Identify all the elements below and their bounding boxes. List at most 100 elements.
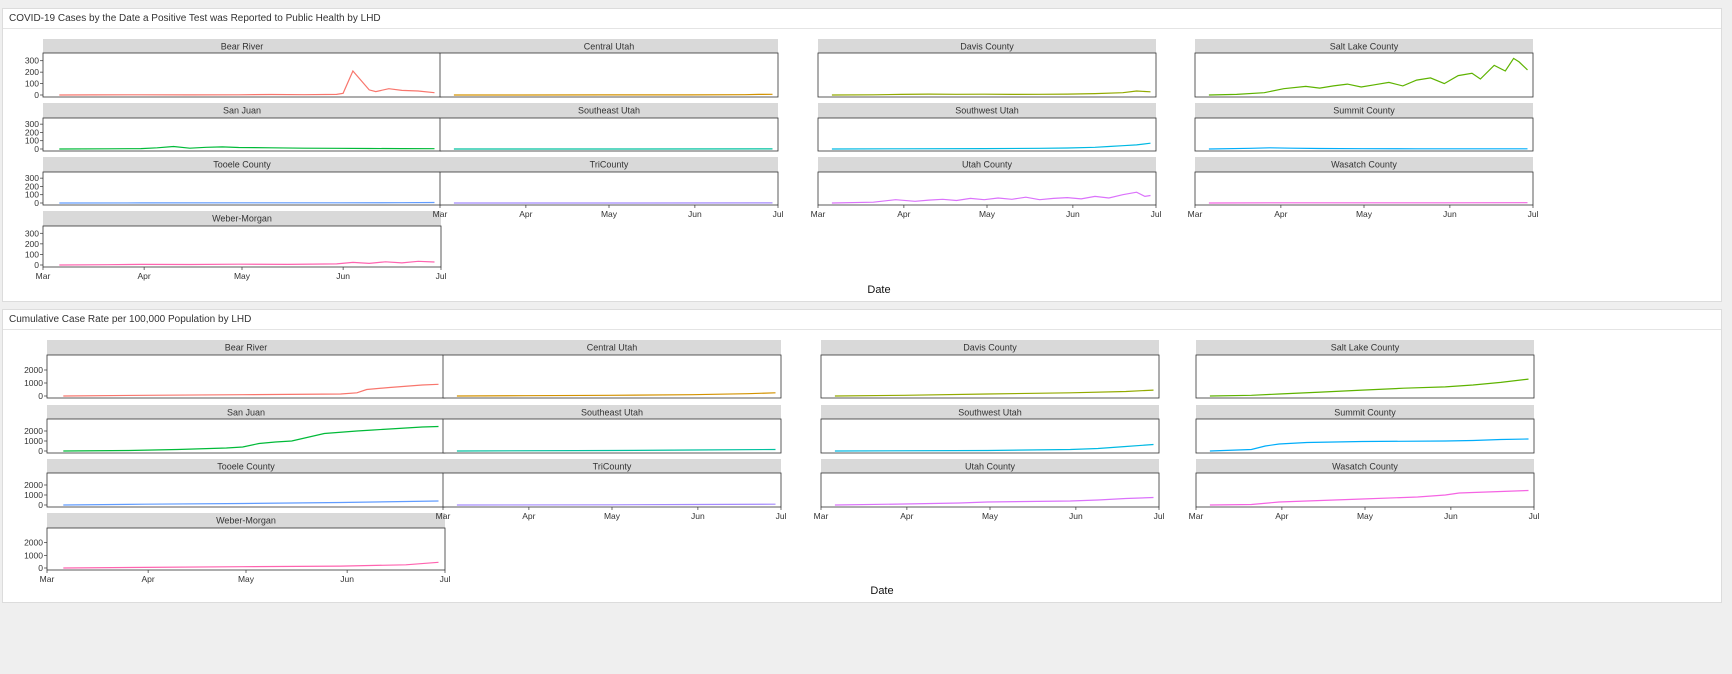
facet-strip: [1196, 459, 1534, 473]
x-tick-label: Jun: [691, 511, 705, 521]
facet-utah-county: Utah County: [817, 157, 1157, 206]
facet-panel: [1195, 472, 1535, 508]
facet-utah-county: Utah County: [820, 459, 1160, 508]
facet-panel: [442, 354, 782, 399]
facet-panel: [439, 52, 779, 98]
y-tick-label: 100: [25, 136, 39, 146]
facet-label: Central Utah: [587, 343, 638, 353]
facet-strip: [47, 405, 445, 419]
x-tick-label: Jul: [776, 511, 787, 521]
series-line-salt-lake-county: [1209, 378, 1529, 397]
y-tick-label: 200: [25, 127, 39, 137]
y-tick-label: 300: [25, 173, 39, 183]
x-tick-label: Apr: [522, 511, 535, 521]
facet-label: TriCounty: [593, 462, 632, 472]
facet-panel: [46, 527, 446, 571]
facet-strip: [1195, 157, 1533, 172]
x-tick-label: May: [1357, 511, 1374, 521]
x-tick-label: May: [982, 511, 999, 521]
x-tick-label: Apr: [1275, 511, 1288, 521]
y-tick-label: 200: [25, 239, 39, 249]
facet-panel: [1194, 171, 1534, 206]
facet-strip: [440, 103, 778, 118]
y-tick-label: 1000: [24, 378, 43, 388]
series-line-bear-river: [63, 383, 439, 397]
daily-cases-panel: COVID-19 Cases by the Date a Positive Te…: [2, 8, 1722, 302]
daily-cases-panel-title: COVID-19 Cases by the Date a Positive Te…: [9, 13, 381, 24]
facet-label: Weber-Morgan: [212, 214, 272, 224]
facet-panel: [1195, 354, 1535, 399]
series-line-san-juan: [63, 425, 439, 452]
facet-strip: [47, 459, 445, 473]
x-tick-label: Jul: [440, 574, 451, 584]
facet-panel: [817, 171, 1157, 206]
facet-panel: [1194, 52, 1534, 98]
y-tick-label: 200: [25, 67, 39, 77]
x-tick-label: Apr: [142, 574, 155, 584]
facet-davis-county: Davis County: [817, 39, 1157, 98]
x-axis-title: Date: [870, 585, 893, 597]
x-tick-label: Mar: [436, 511, 451, 521]
series-line-wasatch-county: [1209, 489, 1529, 506]
x-tick-label: Mar: [1189, 511, 1204, 521]
facet-label: Summit County: [1333, 106, 1395, 116]
x-tick-label: Jul: [1154, 511, 1165, 521]
y-tick-label: 100: [25, 190, 39, 200]
series-line-southwest-utah: [831, 142, 1151, 150]
x-tick-label: May: [979, 209, 996, 219]
facet-label: Salt Lake County: [1331, 343, 1400, 353]
x-axis-col-1: Mar Apr May Jun Jul: [436, 507, 787, 521]
facet-southwest-utah: Southwest Utah: [817, 103, 1157, 152]
y-tick-label: 100: [25, 79, 39, 89]
x-tick-label: May: [601, 209, 618, 219]
facet-panel: [439, 171, 779, 206]
x-tick-label: May: [604, 511, 621, 521]
facet-panel: [42, 171, 442, 206]
y-tick-label: 0: [34, 144, 39, 154]
facet-davis-county: Davis County: [820, 340, 1160, 399]
facet-strip: [43, 39, 441, 53]
panel-divider: [3, 329, 1721, 330]
y-tick-label: 300: [25, 228, 39, 238]
x-tick-label: Jul: [436, 271, 447, 281]
series-line-central-utah: [456, 392, 776, 397]
cumulative-rate-panel: Cumulative Case Rate per 100,000 Populat…: [2, 309, 1722, 603]
series-line-bear-river: [59, 69, 435, 96]
y-tick-label: 0: [38, 446, 43, 456]
series-line-tooele-county: [63, 500, 439, 506]
facet-strip: [818, 103, 1156, 118]
facet-panel: [817, 117, 1157, 152]
x-tick-label: Apr: [897, 209, 910, 219]
facet-label: San Juan: [227, 408, 265, 418]
facet-label: Davis County: [960, 42, 1014, 52]
facet-strip: [440, 157, 778, 172]
x-tick-label: Apr: [1274, 209, 1287, 219]
x-tick-label: Mar: [433, 209, 448, 219]
facet-panel: [1194, 117, 1534, 152]
x-tick-label: Jul: [1529, 511, 1540, 521]
x-axis-col-2: Mar Apr May Jun Jul: [811, 205, 1162, 219]
series-line-davis-county: [834, 389, 1154, 397]
series-line-southwest-utah: [834, 443, 1154, 452]
series-line-summit-county: [1209, 438, 1529, 452]
facet-label: Tooele County: [217, 462, 275, 472]
series-line-weber-morgan: [59, 260, 435, 266]
x-tick-label: Jun: [1444, 511, 1458, 521]
facet-strip: [47, 513, 445, 528]
facet-label: Wasatch County: [1331, 160, 1397, 170]
facet-strip: [818, 39, 1156, 53]
y-tick-label: 0: [38, 391, 43, 401]
y-tick-label: 200: [25, 181, 39, 191]
facet-central-utah: Central Utah: [439, 39, 779, 98]
facet-label: Southwest Utah: [955, 106, 1019, 116]
x-axis-col-2: Mar Apr May Jun Jul: [814, 507, 1165, 521]
x-tick-label: Jun: [1443, 209, 1457, 219]
facet-strip: [821, 459, 1159, 473]
facet-wasatch-county: Wasatch County: [1194, 157, 1534, 206]
